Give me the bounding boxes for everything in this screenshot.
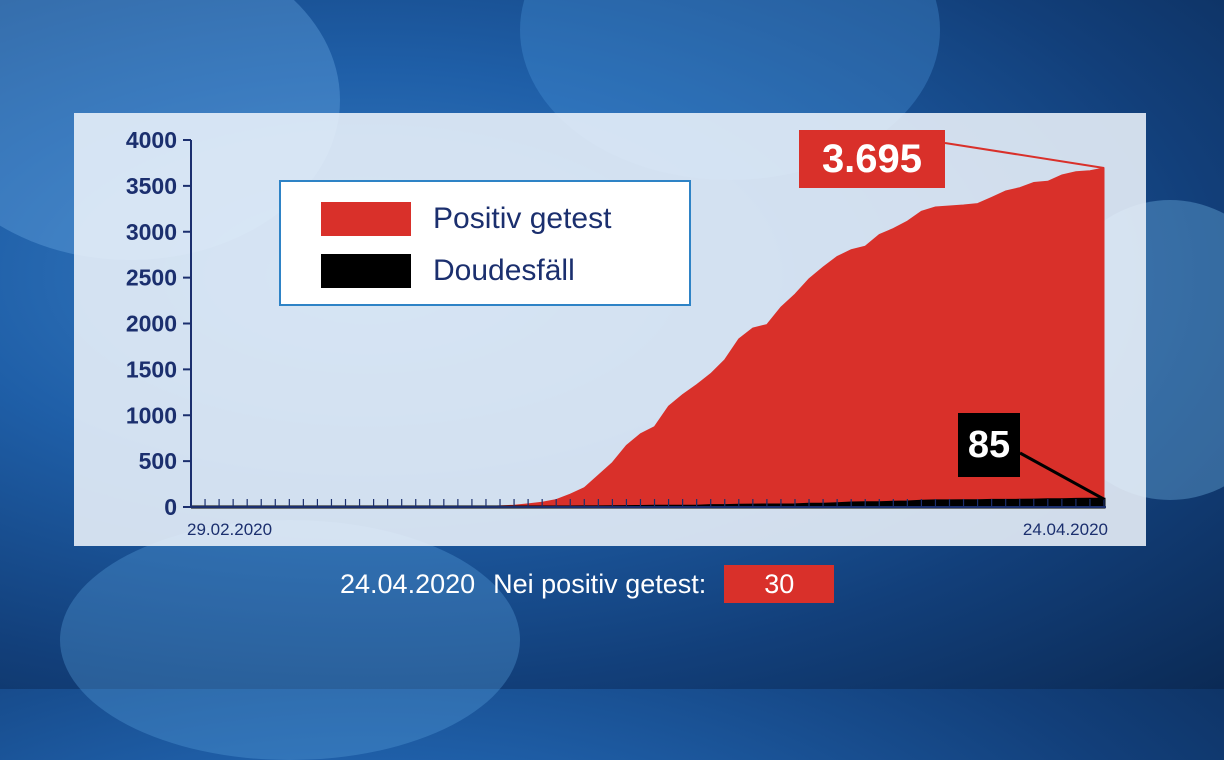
x-end-date-label: 24.04.2020 [1023, 520, 1108, 539]
y-tick-label: 1000 [126, 402, 177, 428]
background-blob [60, 520, 520, 760]
y-tick-label: 2500 [126, 265, 177, 291]
chart-panel: 4000 3500 3000 2500 2000 1500 1000 500 0 29.02.20… [74, 113, 1146, 546]
y-tick-label: 2000 [126, 311, 177, 337]
legend-swatch-deaths [321, 254, 411, 288]
footer-date: 24.04.2020 [340, 568, 476, 599]
y-tick-label: 3000 [126, 219, 177, 245]
footer-label: Nei positiv getest: [493, 568, 707, 599]
positive-total-callout: 3.695 [799, 130, 945, 188]
y-tick-label: 0 [164, 494, 177, 520]
footer-bar: 24.04.2020 Nei positiv getest: 30 [340, 564, 835, 604]
y-tick-label: 500 [139, 448, 177, 474]
x-start-date-label: 29.02.2020 [187, 520, 272, 539]
y-tick-label: 4000 [126, 127, 177, 153]
legend-label-positive: Positiv getest [433, 202, 612, 235]
legend-item-deaths: Doudesfäll [321, 254, 575, 288]
legend-label-deaths: Doudesfäll [433, 254, 575, 287]
new-positive-value-badge: 30 [724, 565, 835, 603]
y-tick-label: 3500 [126, 173, 177, 199]
deaths-total-callout: 85 [958, 413, 1020, 477]
positive-callout-connector [944, 142, 1105, 169]
area-chart: 4000 3500 3000 2500 2000 1500 1000 500 0 29.02.20… [126, 127, 1108, 539]
legend-item-positive: Positiv getest [321, 202, 611, 236]
deaths-callout-connector [1019, 451, 1105, 501]
legend-swatch-positive [321, 202, 411, 236]
y-tick-label: 1500 [126, 356, 177, 382]
legend: Positiv getest Doudesfäll [279, 180, 691, 306]
